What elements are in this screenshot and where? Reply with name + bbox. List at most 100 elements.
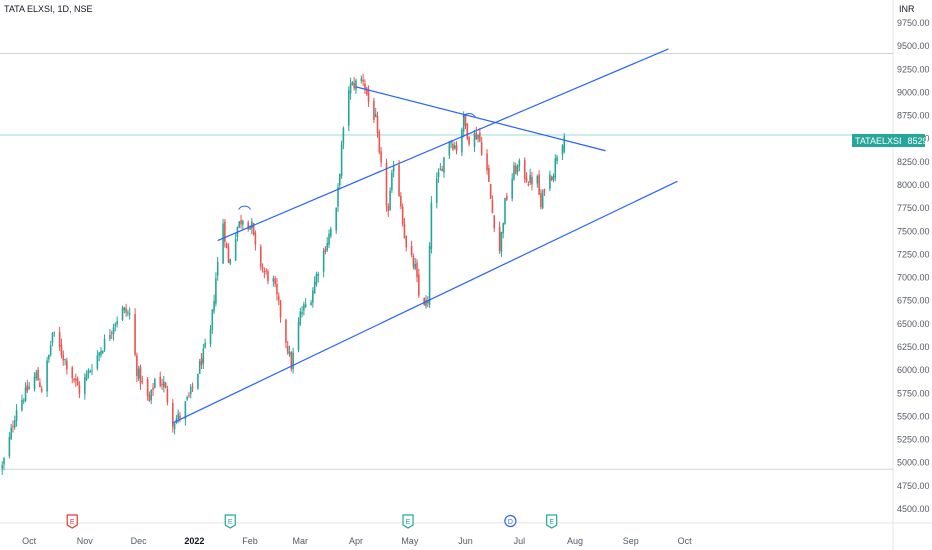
candle-body	[276, 283, 278, 295]
candle-body	[164, 382, 167, 388]
event-marker-label: E	[228, 519, 233, 526]
candle-body	[40, 388, 43, 392]
candle-body	[136, 355, 138, 377]
dividend-marker[interactable]: D	[504, 514, 517, 528]
candle-body	[317, 273, 320, 277]
candle-body	[62, 354, 65, 361]
earnings-marker[interactable]: E	[224, 514, 236, 529]
candle-body	[265, 270, 267, 272]
last-price-tag: TATAELXSI 8529.40	[852, 134, 932, 147]
candle-body	[380, 151, 382, 163]
candle-body	[518, 160, 521, 167]
candle-body	[229, 259, 232, 264]
candle-body	[315, 273, 318, 285]
candle-body	[290, 352, 293, 370]
candle-body	[39, 382, 41, 388]
y-tick-label: 7750.00	[897, 203, 930, 213]
x-tick-label: Jul	[514, 536, 526, 546]
candle-body	[254, 232, 257, 245]
candle-body	[464, 114, 467, 126]
candle-body	[75, 378, 77, 381]
candle-body	[15, 410, 18, 422]
candle-body	[112, 327, 115, 335]
candle-body	[127, 312, 129, 314]
candle-body	[277, 296, 280, 301]
candle-body	[310, 302, 312, 305]
candle-body	[549, 174, 551, 189]
trendline[interactable]	[217, 48, 669, 242]
candle-body	[502, 223, 505, 234]
candle-body	[200, 358, 203, 366]
candle-body	[49, 345, 52, 355]
candle-body	[303, 304, 305, 311]
y-tick-label: 6250.00	[897, 342, 930, 352]
candle-body	[51, 333, 54, 343]
candle-body	[272, 278, 275, 282]
x-tick-label: Oct	[22, 536, 37, 546]
pivot-arc-annotation[interactable]	[238, 205, 252, 210]
candle-body	[543, 189, 546, 191]
candle-body	[166, 388, 169, 403]
candle-body	[335, 208, 338, 231]
candle-body	[338, 174, 341, 186]
candle-body	[450, 142, 452, 144]
candle-body	[489, 183, 492, 199]
earnings-marker[interactable]: E	[546, 514, 558, 529]
y-tick-label: 5750.00	[897, 388, 930, 398]
earnings-marker[interactable]: E	[66, 514, 78, 529]
y-tick-label: 9500.00	[897, 41, 930, 51]
candle-body	[351, 82, 354, 85]
trendline[interactable]	[172, 180, 678, 424]
candle-body	[12, 426, 14, 428]
candle-body	[412, 255, 415, 267]
x-tick-label: Dec	[131, 536, 148, 546]
candle-body	[288, 351, 291, 355]
y-tick-label: 4500.00	[897, 504, 930, 514]
y-tick-label: 6500.00	[897, 319, 930, 329]
candle-body	[46, 360, 48, 392]
candle-body	[191, 387, 194, 389]
y-tick-label: 4750.00	[897, 481, 930, 491]
candle-body	[523, 159, 526, 179]
candle-body	[123, 307, 126, 311]
candle-body	[301, 312, 303, 315]
candle-body	[416, 262, 418, 278]
candle-body	[121, 307, 124, 321]
candle-body	[541, 191, 544, 209]
x-tick-label: May	[401, 536, 419, 546]
candle-body	[184, 401, 187, 420]
candle-body	[493, 215, 496, 229]
candle-body	[330, 228, 332, 237]
y-tick-label: 9250.00	[897, 64, 930, 74]
x-tick-label: Sep	[623, 536, 639, 546]
earnings-marker[interactable]: E	[402, 514, 414, 529]
candle-body	[179, 415, 181, 419]
candle-body	[267, 271, 269, 282]
candle-body	[85, 373, 88, 380]
candle-body	[468, 136, 470, 145]
candle-body	[202, 348, 205, 364]
candle-body	[540, 193, 542, 207]
candle-body	[324, 249, 327, 252]
candle-body	[188, 394, 190, 396]
candle-body	[224, 221, 226, 243]
candle-body	[504, 198, 506, 225]
candle-body	[437, 171, 440, 178]
candle-body	[461, 129, 463, 153]
price-tag-ticker: TATAELXSI	[855, 135, 902, 146]
candle-body	[35, 372, 38, 379]
candle-body	[500, 232, 503, 253]
candle-body	[64, 359, 66, 361]
candle-body	[527, 184, 530, 186]
pivot-arc-annotation[interactable]	[462, 113, 476, 118]
candle-body	[98, 352, 100, 356]
trendline[interactable]	[355, 86, 606, 152]
candle-body	[392, 166, 395, 172]
candle-body	[73, 378, 75, 381]
candle-body	[400, 195, 402, 207]
candle-body	[134, 313, 136, 355]
candle-body	[355, 80, 357, 90]
candle-body	[443, 157, 445, 173]
candle-body	[26, 385, 29, 392]
